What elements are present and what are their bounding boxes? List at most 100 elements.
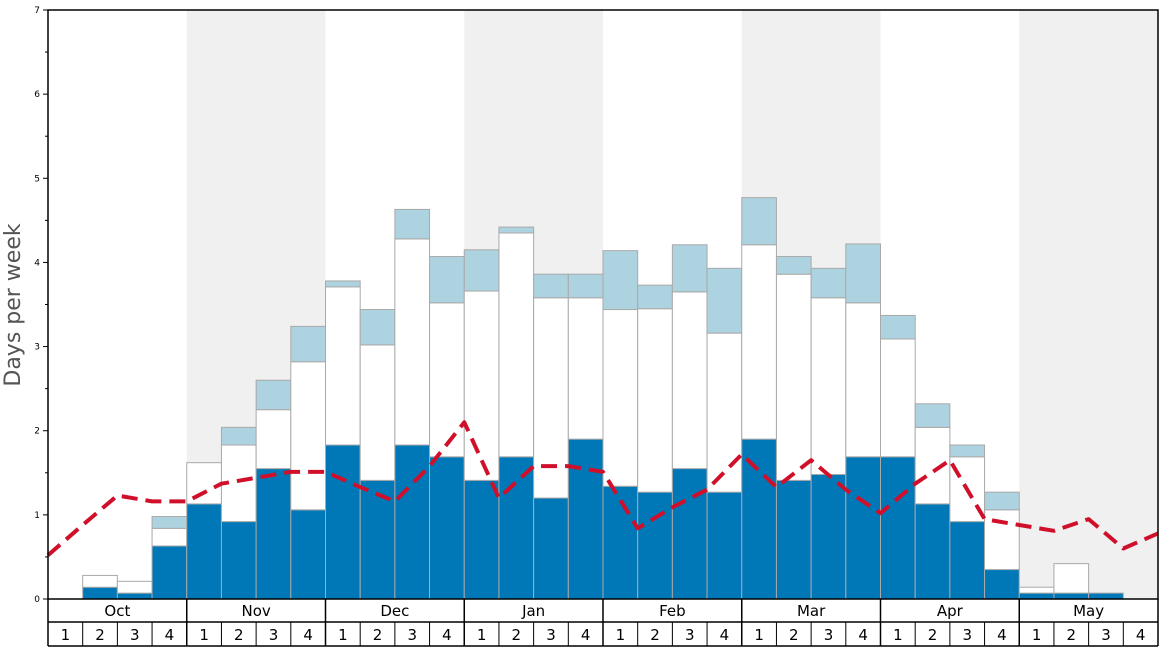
bar-segment-w14-s1 (498, 456, 535, 600)
bar-segment-w5-s1 (186, 503, 222, 600)
week-label: 4 (442, 626, 452, 644)
bar-segment-w13-s2 (463, 290, 500, 481)
month-label-apr: Apr (937, 602, 964, 620)
y-tick-label: 2 (34, 427, 40, 437)
week-label: 4 (720, 626, 730, 644)
bar-segment-w17-s3 (602, 250, 639, 311)
bar-segment-w18-s2 (637, 308, 673, 493)
week-label: 1 (199, 626, 209, 644)
week-label: 1 (477, 626, 487, 644)
week-label: 2 (1067, 626, 1077, 644)
week-label: 2 (512, 626, 522, 644)
bar-segment-w16-s2 (567, 297, 604, 440)
bar-segment-w14-s2 (498, 232, 535, 458)
week-label: 3 (824, 626, 834, 644)
bar-segment-w9-s1 (325, 444, 361, 600)
bar-segment-w7-s2 (255, 409, 292, 470)
bar-segment-w17-s2 (602, 309, 639, 487)
bar-segment-w6-s1 (220, 521, 257, 600)
week-label: 3 (130, 626, 140, 644)
week-label: 4 (1136, 626, 1146, 644)
week-label: 4 (858, 626, 868, 644)
bar-segment-w23-s1 (810, 473, 847, 600)
bar-segment-w26-s1 (914, 503, 951, 600)
week-label: 2 (234, 626, 244, 644)
bar-segment-w20-s3 (706, 267, 743, 334)
bar-segment-w28-s2 (984, 509, 1020, 571)
week-label: 3 (962, 626, 972, 644)
week-label: 3 (546, 626, 556, 644)
y-tick-label: 7 (34, 6, 40, 16)
week-label: 1 (338, 626, 348, 644)
y-tick-label: 1 (34, 511, 40, 521)
bar-segment-w4-s2 (151, 527, 188, 547)
bar-segment-w18-s3 (637, 284, 673, 310)
y-tick-label: 0 (34, 595, 40, 605)
bar-segment-w13-s1 (463, 479, 500, 600)
bar-segment-w26-s3 (914, 403, 951, 428)
bar-segment-w15-s3 (533, 273, 569, 299)
bar-segment-w14-s3 (498, 226, 535, 234)
bar-segment-w8-s2 (290, 361, 326, 511)
week-label: 2 (928, 626, 938, 644)
bar-segment-w15-s1 (533, 497, 569, 600)
bar-segment-w24-s3 (845, 243, 881, 304)
bar-segment-w25-s1 (880, 456, 916, 600)
month-label-may: May (1073, 602, 1104, 620)
bar-segment-w16-s1 (567, 438, 604, 600)
month-label-nov: Nov (241, 602, 270, 620)
bar-segment-w30-s1 (1053, 592, 1090, 600)
bar-segment-w4-s3 (151, 516, 188, 529)
bar-segment-w12-s2 (429, 302, 465, 458)
bar-segment-w11-s3 (394, 208, 431, 240)
bar-segment-w11-s1 (394, 444, 431, 600)
bar-segment-w23-s3 (810, 267, 847, 299)
bar-segment-w9-s3 (325, 280, 361, 288)
bar-segment-w27-s1 (949, 521, 986, 600)
bar-segment-w8-s3 (290, 325, 326, 363)
bar-segment-w7-s3 (255, 379, 292, 411)
bar-segment-w11-s2 (394, 238, 431, 446)
week-label: 4 (165, 626, 175, 644)
y-tick-label: 6 (34, 90, 40, 100)
y-tick-label: 5 (34, 174, 40, 184)
bar-segment-w30-s2 (1053, 563, 1090, 594)
bar-segment-w8-s1 (290, 509, 326, 600)
bar-segment-w22-s2 (775, 273, 812, 481)
bar-segment-w5-s2 (186, 462, 222, 505)
month-label-mar: Mar (797, 602, 826, 620)
week-label: 1 (893, 626, 903, 644)
bar-segment-w27-s3 (949, 444, 986, 458)
week-label: 4 (581, 626, 591, 644)
bar-segment-w12-s3 (429, 256, 465, 304)
month-label-jan: Jan (521, 602, 545, 620)
bar-segment-w21-s3 (741, 197, 777, 246)
month-label-dec: Dec (380, 602, 409, 620)
bar-segment-w29-s1 (1018, 592, 1055, 600)
bar-segment-w22-s3 (775, 256, 812, 275)
bar-segment-w4-s1 (151, 545, 188, 600)
y-tick-label: 3 (34, 343, 40, 353)
bar-segment-w16-s3 (567, 273, 604, 299)
week-label: 3 (269, 626, 279, 644)
week-label: 1 (616, 626, 626, 644)
y-tick-label: 4 (34, 258, 40, 268)
month-label-oct: Oct (104, 602, 130, 620)
bar-segment-w2-s1 (82, 586, 118, 600)
bar-segment-w22-s1 (775, 479, 812, 600)
bar-segment-w25-s2 (880, 338, 916, 458)
bar-segment-w23-s2 (810, 297, 847, 475)
bar-segment-w25-s3 (880, 314, 916, 340)
bar-segment-w2-s2 (82, 574, 118, 588)
week-label: 4 (997, 626, 1007, 644)
bar-segment-w19-s1 (671, 468, 708, 600)
week-label: 1 (754, 626, 764, 644)
bar-segment-w24-s1 (845, 456, 881, 600)
average-line (46, 420, 1159, 557)
week-label: 3 (407, 626, 417, 644)
bar-segment-w28-s1 (984, 569, 1020, 600)
week-label: 2 (650, 626, 660, 644)
bar-segment-w20-s2 (706, 332, 743, 493)
